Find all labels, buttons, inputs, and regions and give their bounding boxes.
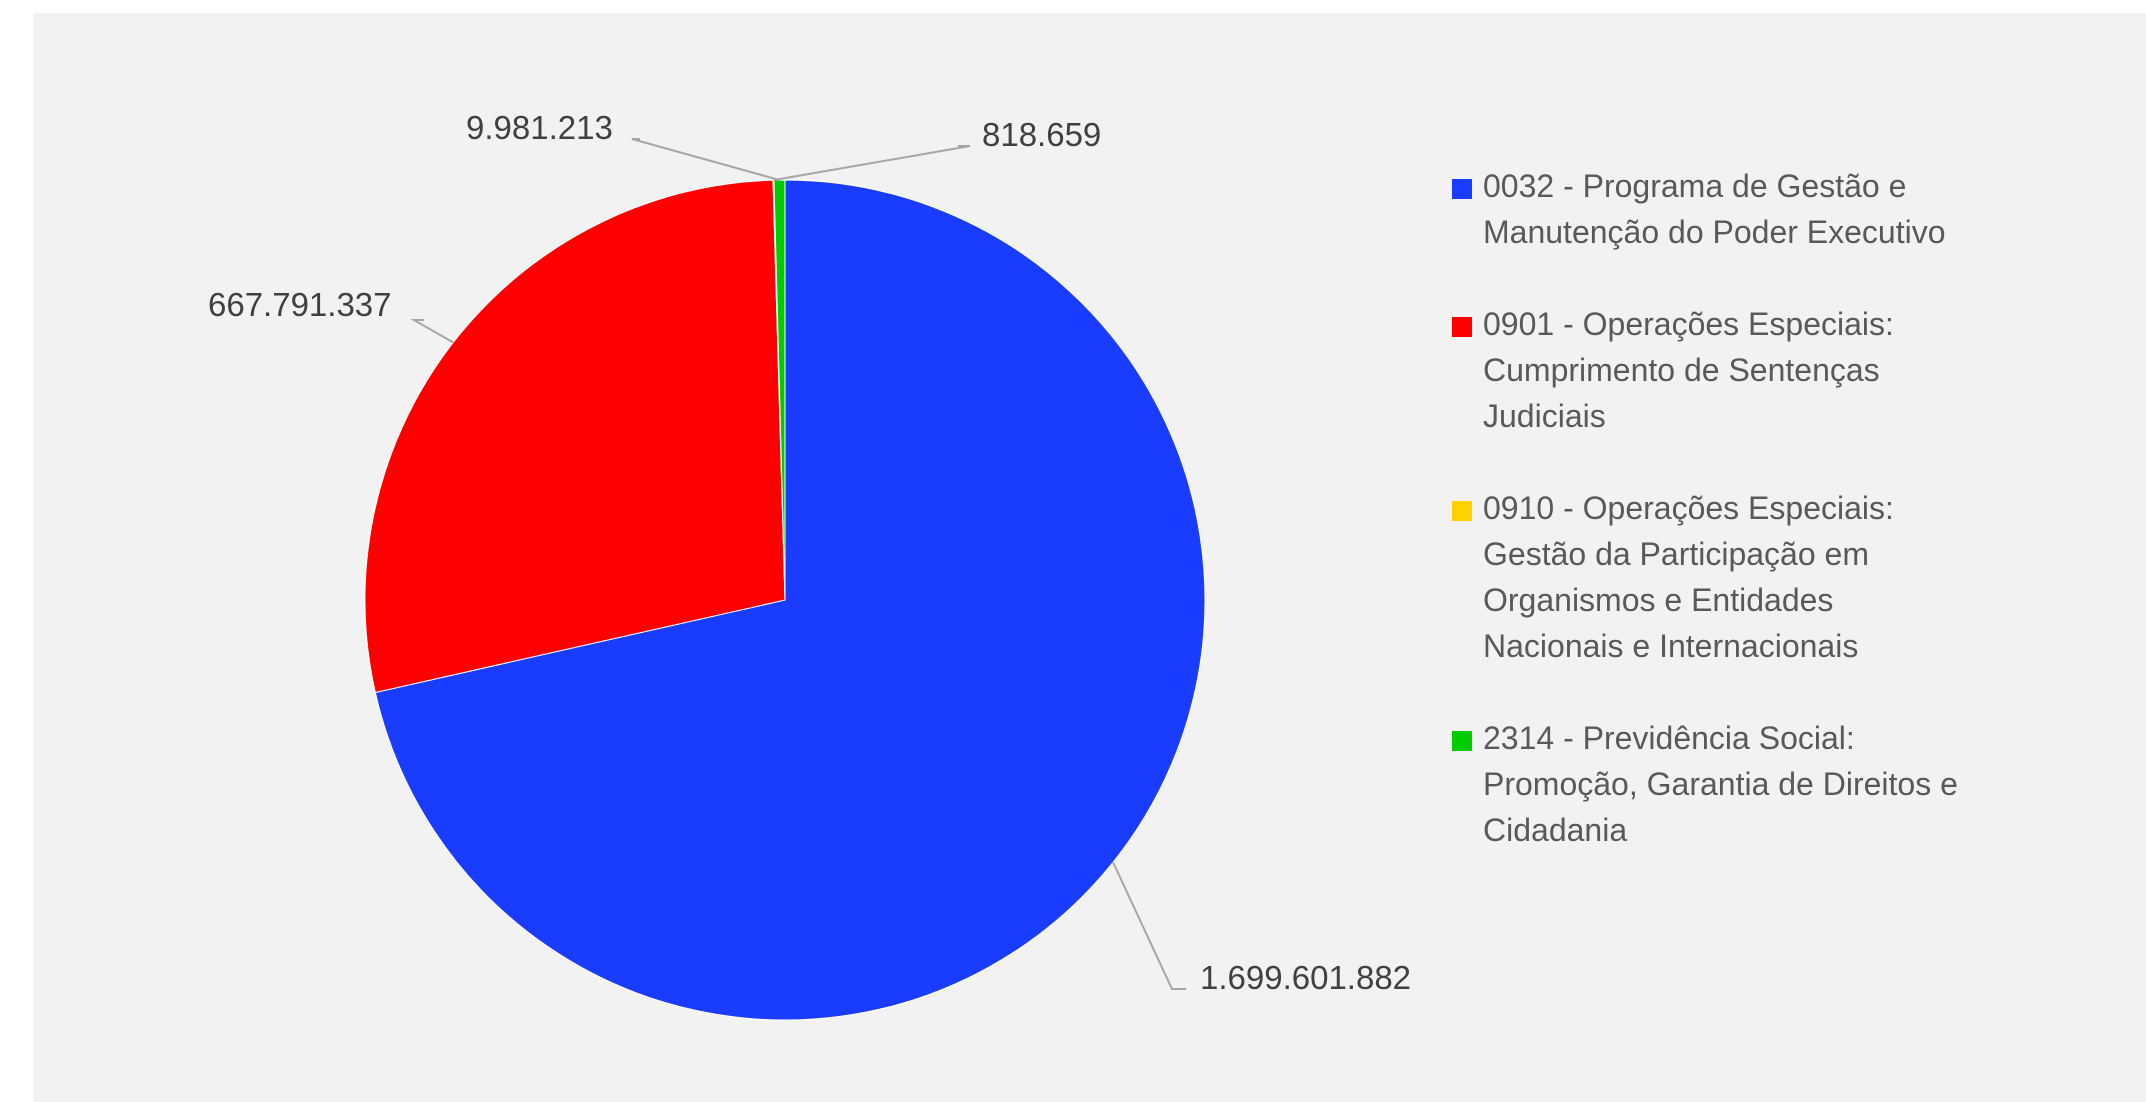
pie-slice-0901 [364, 179, 786, 694]
legend-label-line: Organismos e Entidades [1483, 582, 1834, 618]
legend-swatch-0901 [1452, 317, 1472, 337]
legend-swatch-2314 [1452, 731, 1472, 751]
leader-line-2314 [631, 138, 780, 181]
legend-label-line: Promoção, Garantia de Direitos e [1483, 766, 1958, 802]
legend-item-2314: 2314 - Previdência Social: Promoção, Gar… [1452, 715, 2012, 855]
data-label-0032: 1.699.601.882 [1200, 959, 1411, 996]
legend-item-0910: 0910 - Operações Especiais: Gestão da Pa… [1452, 485, 2012, 715]
legend-label-line: 0910 - Operações Especiais: [1483, 490, 1894, 526]
data-label-0910: 818.659 [982, 116, 1101, 153]
legend-swatch-0032 [1452, 179, 1472, 199]
data-label-2314: 9.981.213 [466, 109, 613, 146]
legend-label-line: Cumprimento de Sentenças [1483, 352, 1880, 388]
pie-slice-0032 [374, 179, 1206, 1021]
legend-label-line: Cidadania [1483, 812, 1628, 848]
legend-item-0032: 0032 - Programa de Gestão e Manutenção d… [1452, 163, 2012, 301]
legend-label-line: 0032 - Programa de Gestão e [1483, 168, 1907, 204]
data-label-0901: 667.791.337 [208, 286, 392, 323]
legend-item-0901: 0901 - Operações Especiais: Cumprimento … [1452, 301, 2012, 485]
legend-label-line: Gestão da Participação em [1483, 536, 1869, 572]
legend-label-line: Judiciais [1483, 398, 1606, 434]
legend-label-line: Manutenção do Poder Executivo [1483, 214, 1946, 250]
legend-swatch-0910 [1452, 501, 1472, 521]
leader-line-0901 [410, 319, 454, 344]
leader-line-0032 [1112, 861, 1186, 990]
legend-label-line: Nacionais e Internacionais [1483, 628, 1859, 664]
legend: 0032 - Programa de Gestão e Manutenção d… [1452, 163, 2012, 855]
data-labels: 1.699.601.882 667.791.337 818.659 9.981.… [208, 109, 1411, 996]
legend-label-line: 0901 - Operações Especiais: [1483, 306, 1894, 342]
leader-lines [410, 138, 1186, 990]
leader-line-0910 [773, 145, 971, 182]
pie-slices [364, 179, 1206, 1021]
legend-label-line: 2314 - Previdência Social: [1483, 720, 1855, 756]
